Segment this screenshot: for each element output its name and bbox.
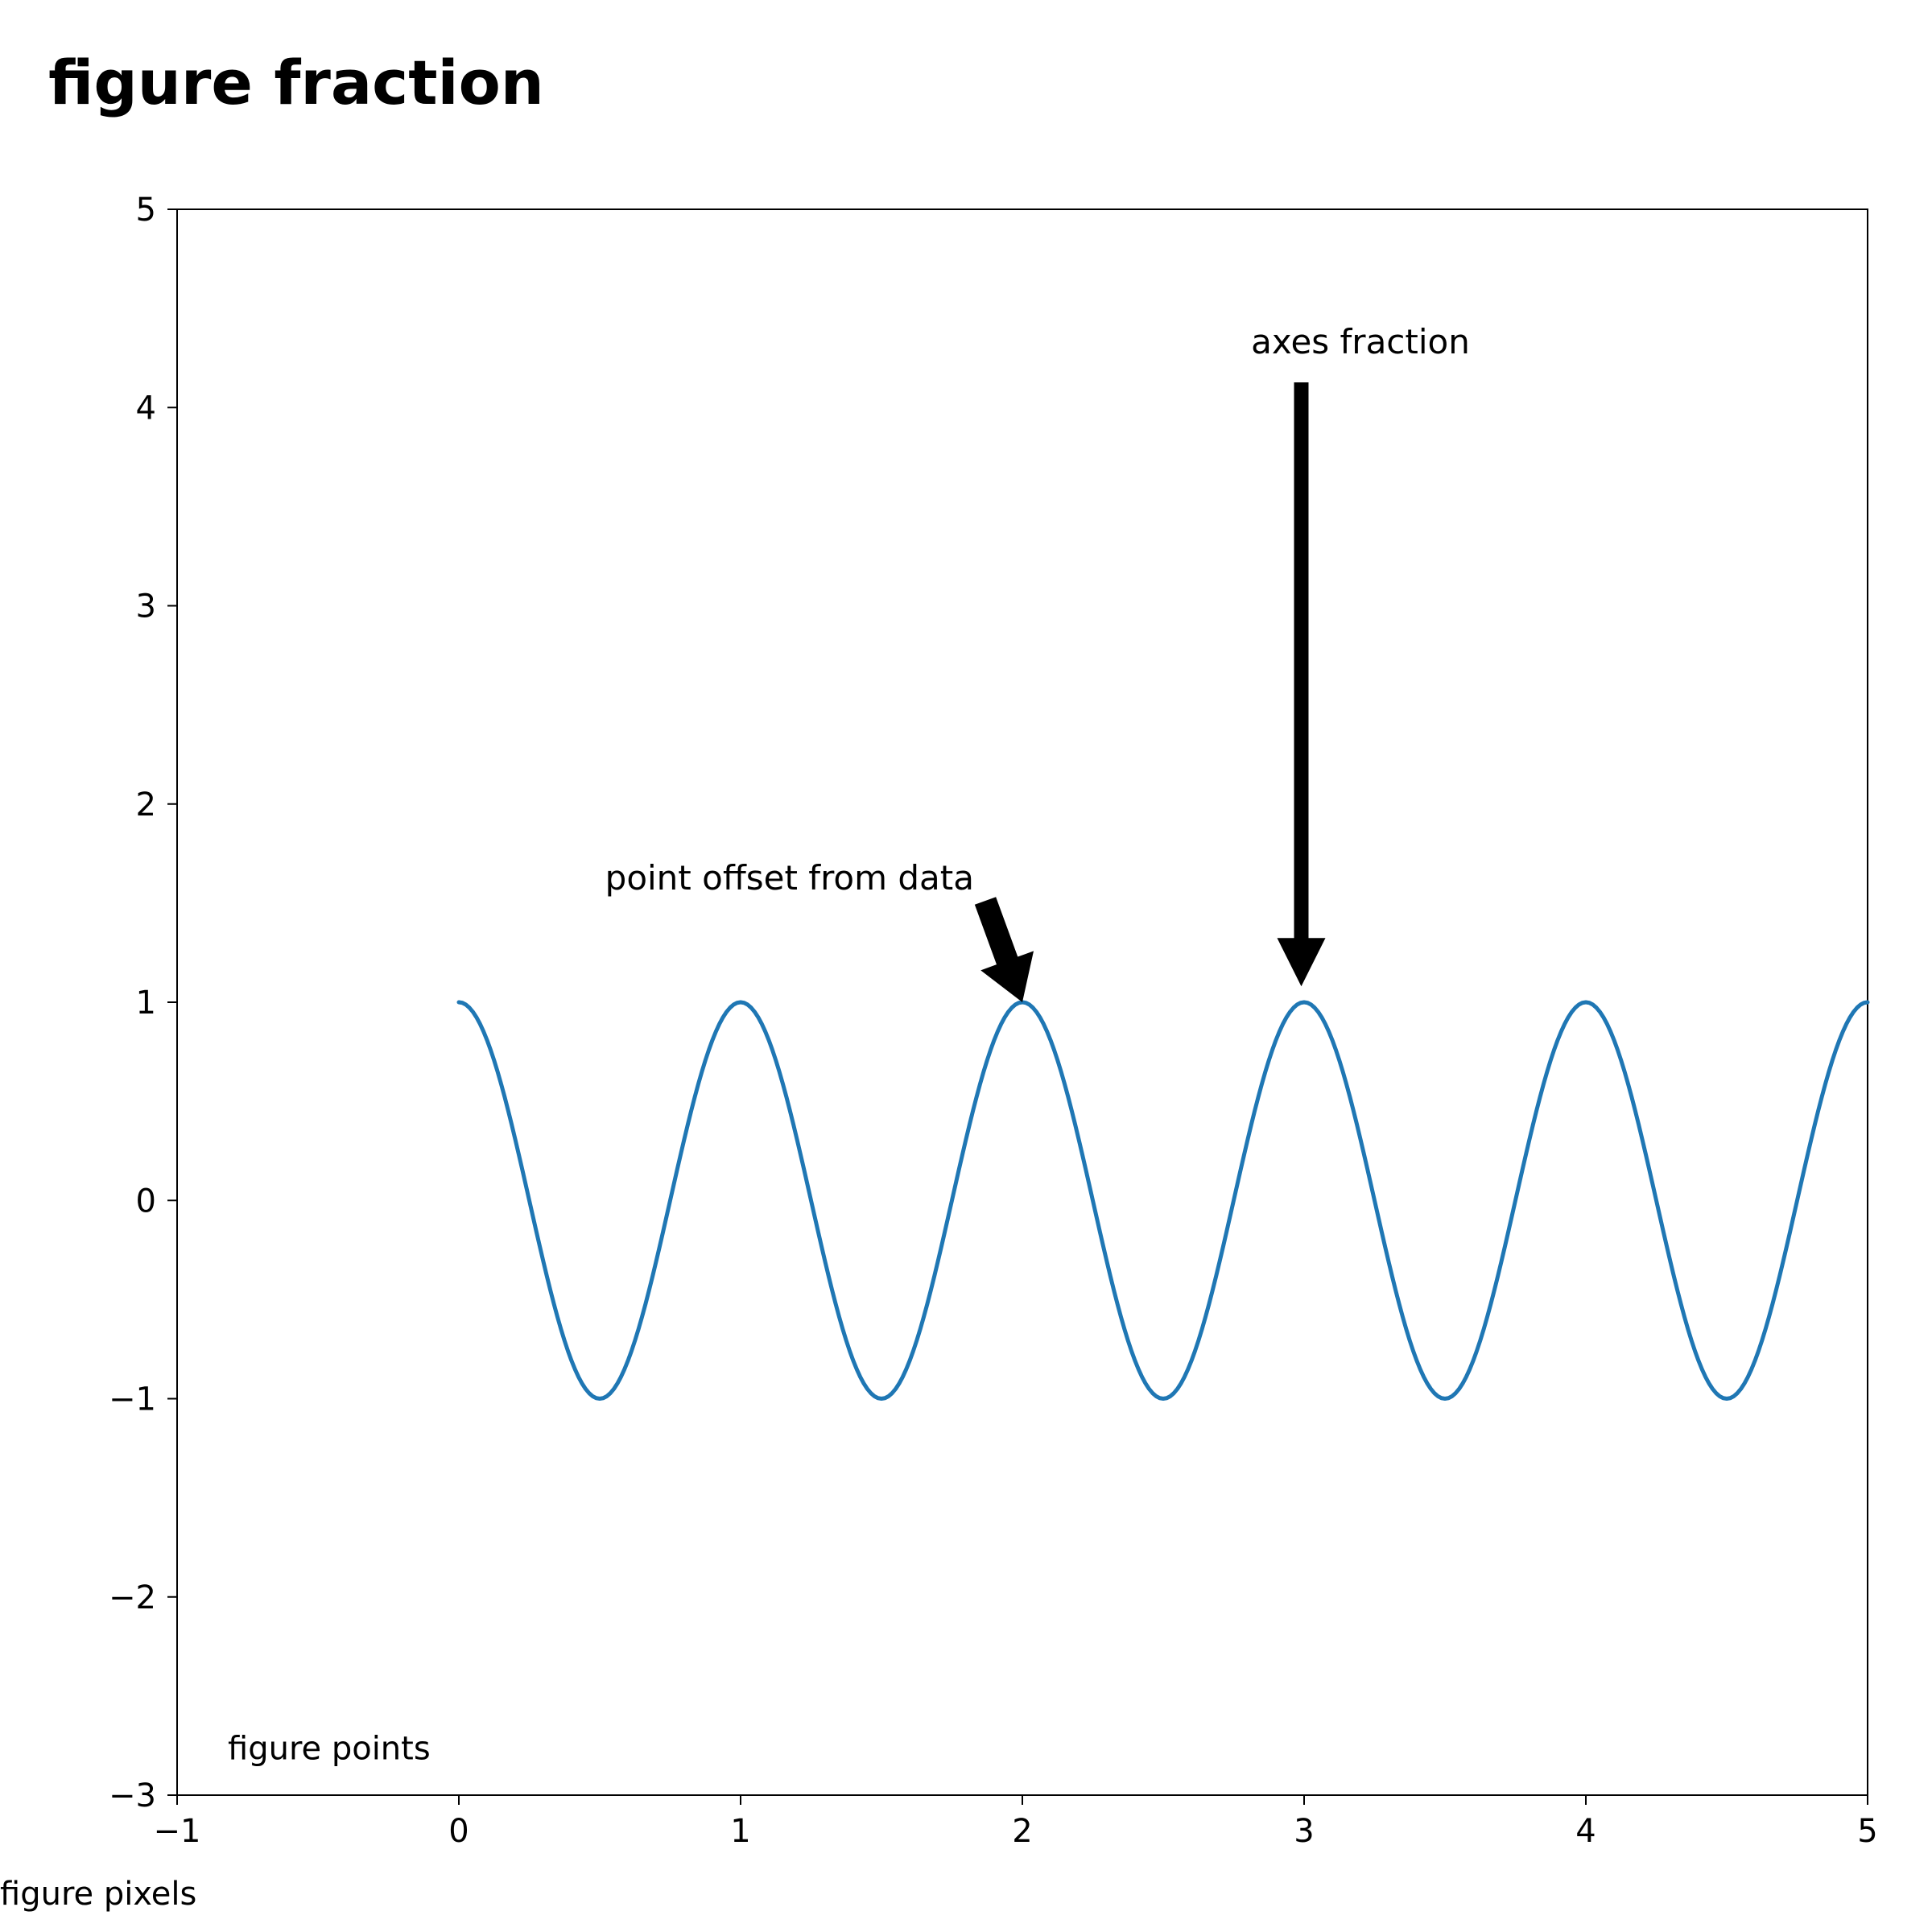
- y-tick-label: −2: [109, 1579, 156, 1616]
- chart-svg: −1012345−3−2−1012345axes fractionpoint o…: [177, 209, 1868, 1795]
- y-tick-label: 3: [136, 588, 156, 625]
- x-tick-label: 3: [1294, 1813, 1314, 1850]
- y-tick-label: 4: [136, 390, 156, 427]
- y-tick-label: 1: [136, 985, 156, 1022]
- y-tick-label: −1: [109, 1381, 156, 1418]
- x-tick-label: 0: [448, 1813, 469, 1850]
- y-tick-label: 2: [136, 786, 156, 824]
- x-tick-label: 2: [1012, 1813, 1032, 1850]
- x-tick-label: −1: [154, 1813, 201, 1850]
- x-tick-label: 5: [1857, 1813, 1877, 1850]
- axes-fraction-label: axes fraction: [1251, 322, 1470, 361]
- cosine-line: [459, 1002, 1868, 1399]
- y-tick-label: −3: [109, 1777, 156, 1814]
- figure-points-label: figure points: [228, 1731, 431, 1768]
- point-offset-arrow: [975, 897, 1034, 1002]
- figure-pixels-label: figure pixels: [0, 1876, 196, 1913]
- y-tick-label: 0: [136, 1183, 156, 1220]
- y-tick-label: 5: [136, 192, 156, 229]
- figure-title: figure fraction: [48, 47, 544, 118]
- point-offset-label: point offset from data: [605, 858, 974, 898]
- axes-fraction-arrow: [1278, 382, 1326, 986]
- x-tick-label: 4: [1575, 1813, 1596, 1850]
- x-tick-label: 1: [730, 1813, 750, 1850]
